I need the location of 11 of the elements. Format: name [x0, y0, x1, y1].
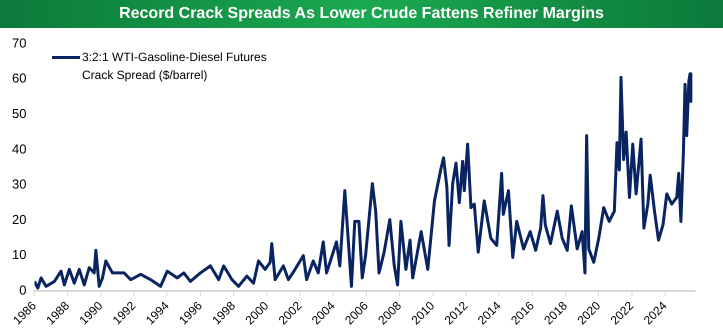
- y-tick-label: 60: [12, 70, 26, 86]
- chart-title: Record Crack Spreads As Lower Crude Fattens Refiner Margins: [119, 5, 604, 23]
- y-tick-label: 20: [12, 212, 26, 227]
- y-tick-label: 50: [12, 106, 26, 121]
- y-tick-label: 30: [12, 176, 26, 192]
- y-tick-label: 0: [19, 282, 26, 298]
- legend-label: 3:2:1 WTI-Gasoline-Diesel Futures Crack Spread ($/barrel): [82, 49, 268, 84]
- y-tick-label: 10: [12, 247, 26, 262]
- y-tick-label: 40: [12, 141, 26, 156]
- y-tick-label: 70: [12, 35, 26, 50]
- title-banner: Record Crack Spreads As Lower Crude Fattens Refiner Margins: [0, 0, 723, 28]
